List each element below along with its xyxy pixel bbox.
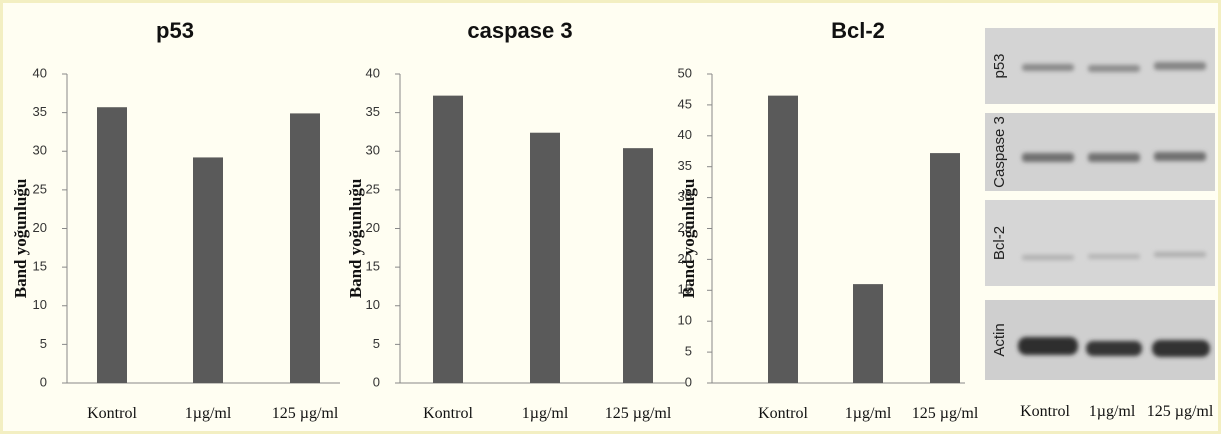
band (1088, 254, 1140, 259)
y-tick-label: 5 (373, 336, 380, 351)
blot-row-label: Bcl-2 (991, 226, 1008, 260)
y-tick-label: 30 (366, 143, 380, 158)
blot-row-label: Actin (991, 323, 1008, 356)
x-tick-label: 1µg/ml (845, 405, 892, 422)
y-tick-label: 40 (366, 65, 380, 80)
y-tick-label: 5 (685, 344, 692, 359)
bar (433, 96, 463, 383)
y-tick-label: 0 (40, 374, 47, 389)
y-tick-label: 20 (33, 220, 47, 235)
band (1022, 255, 1074, 260)
y-tick-label: 35 (678, 158, 692, 173)
y-tick-label: 50 (678, 65, 692, 80)
y-tick-label: 15 (678, 282, 692, 297)
y-tick-label: 35 (366, 104, 380, 119)
x-tick-label: 1µg/ml (185, 405, 232, 422)
y-tick-label: 5 (40, 336, 47, 351)
y-tick-label: 10 (366, 297, 380, 312)
band (1086, 341, 1142, 356)
y-axis-label: Band yoğunluğu (11, 179, 30, 299)
y-tick-label: 30 (678, 189, 692, 204)
y-tick-label: 0 (373, 374, 380, 389)
x-tick-label: 125 µg/ml (272, 405, 339, 422)
y-tick-label: 15 (366, 259, 380, 274)
y-tick-label: 25 (366, 181, 380, 196)
band (1154, 252, 1206, 257)
y-tick-label: 45 (678, 96, 692, 111)
x-tick-label: 125 µg/ml (912, 405, 979, 422)
bar (930, 153, 960, 383)
y-tick-label: 10 (678, 313, 692, 328)
bar (853, 284, 883, 383)
y-tick-label: 20 (366, 220, 380, 235)
band (1088, 153, 1140, 162)
band (1152, 340, 1210, 357)
y-tick-label: 40 (678, 127, 692, 142)
bar (623, 148, 653, 383)
y-tick-label: 25 (33, 181, 47, 196)
band (1022, 153, 1074, 162)
blot-row-label: Caspase 3 (991, 116, 1008, 188)
x-tick-label: Kontrol (758, 405, 808, 422)
bar (97, 107, 127, 383)
bar (290, 113, 320, 383)
x-tick-label: Kontrol (423, 405, 473, 422)
band (1154, 152, 1206, 161)
x-tick-label: 1µg/ml (522, 405, 569, 422)
blot-row-label: p53 (991, 53, 1008, 78)
chart-title: p53 (156, 18, 194, 43)
blot-lane-label: 125 µg/ml (1147, 403, 1214, 420)
blot-lane-label: Kontrol (1020, 403, 1070, 420)
y-tick-label: 10 (33, 297, 47, 312)
figure: p53 Band yoğunluğu 0 5 10 15 20 25 30 35 40 Kontrol… (0, 0, 1221, 434)
bar (193, 157, 223, 383)
band (1018, 337, 1078, 355)
y-tick-label: 0 (685, 374, 692, 389)
y-tick-label: 20 (678, 251, 692, 266)
y-tick-label: 25 (678, 220, 692, 235)
y-tick-label: 15 (33, 259, 47, 274)
blot-lane-label: 1µg/ml (1089, 403, 1136, 420)
bar (530, 133, 560, 383)
y-tick-label: 35 (33, 104, 47, 119)
x-tick-label: 125 µg/ml (605, 405, 672, 422)
bar (768, 96, 798, 383)
blot-panel (985, 200, 1215, 286)
y-axis-label: Band yoğunluğu (346, 179, 365, 299)
blot-image (985, 28, 1215, 380)
chart-title: caspase 3 (467, 18, 572, 43)
y-tick-label: 40 (33, 65, 47, 80)
band (1154, 62, 1206, 70)
band (1088, 65, 1140, 72)
x-tick-label: Kontrol (87, 405, 137, 422)
band (1022, 64, 1074, 71)
y-tick-label: 30 (33, 143, 47, 158)
chart-title: Bcl-2 (831, 18, 885, 43)
